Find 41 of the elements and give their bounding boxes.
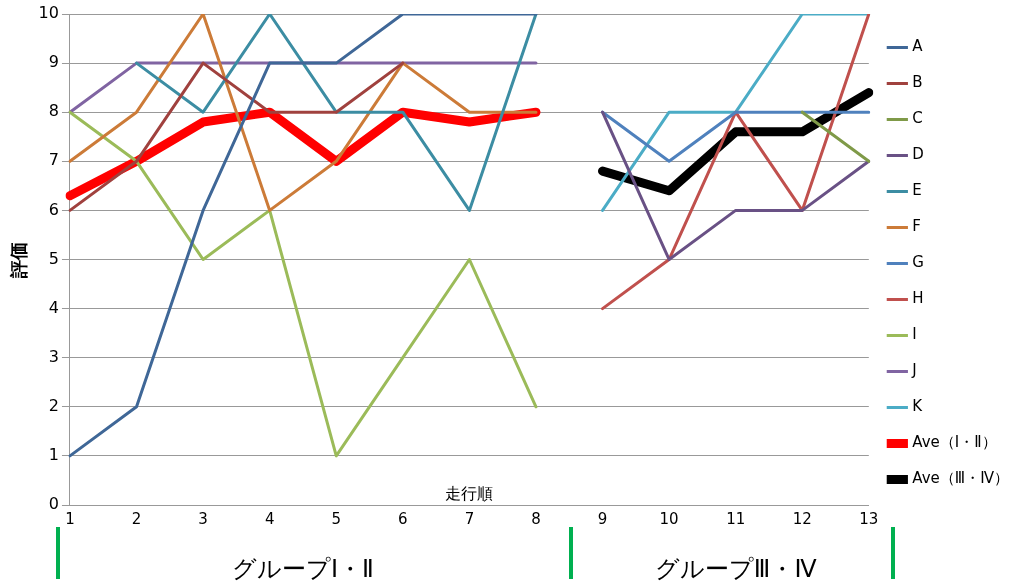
x-tick-label: 10 — [659, 510, 679, 529]
y-axis-title: 評価 — [8, 241, 30, 279]
x-tick-label: 3 — [198, 510, 208, 529]
legend-label: Ave（Ⅲ・Ⅳ） — [912, 469, 1010, 488]
legend-label: C — [912, 109, 923, 128]
legend-label: F — [912, 217, 921, 236]
legend-label: D — [912, 145, 924, 164]
y-tick-label: 3 — [48, 346, 59, 366]
y-tick-label: 0 — [48, 494, 59, 514]
x-axis-title: 走行順 — [445, 484, 494, 504]
x-tick-label: 5 — [331, 510, 342, 529]
y-tick-label: 4 — [48, 297, 59, 317]
legend-label: B — [912, 73, 923, 92]
x-tick-label: 9 — [597, 510, 608, 529]
legend-label: G — [912, 253, 924, 272]
x-tick-label: 1 — [65, 510, 75, 529]
x-tick-label: 13 — [859, 510, 879, 529]
y-tick-label: 5 — [48, 248, 59, 268]
legend-label: E — [912, 181, 922, 200]
y-tick-label: 1 — [48, 445, 59, 465]
y-tick-label: 8 — [48, 101, 59, 121]
y-tick-label: 6 — [48, 199, 59, 219]
legend-label: J — [911, 361, 917, 380]
legend-label: K — [912, 397, 924, 416]
y-tick-label: 2 — [48, 395, 59, 415]
x-tick-label: 12 — [792, 510, 812, 529]
y-tick-label: 9 — [48, 52, 59, 72]
legend-label: A — [912, 37, 924, 56]
legend-label: I — [912, 325, 917, 344]
x-tick-label: 6 — [398, 510, 408, 529]
y-tick-label: 10 — [38, 3, 59, 23]
x-tick-label: 4 — [264, 510, 275, 529]
y-tick-label: 7 — [48, 150, 59, 170]
legend-label: H — [912, 289, 924, 308]
x-tick-label: 7 — [464, 510, 475, 529]
text: グループⅠ・Ⅱ — [232, 555, 374, 583]
x-tick-label: 8 — [531, 510, 541, 529]
text: グループⅢ・Ⅳ — [654, 555, 817, 583]
legend-label: Ave（Ⅰ・Ⅱ） — [912, 433, 997, 452]
x-tick-label: 11 — [726, 510, 746, 529]
x-tick-label: 2 — [131, 510, 142, 529]
